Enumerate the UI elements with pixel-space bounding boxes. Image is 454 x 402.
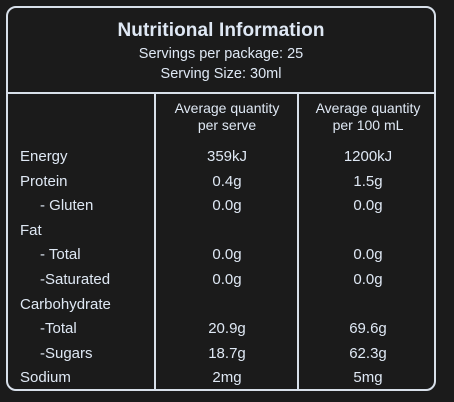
- table-row: - Total 0.0g 0.0g: [8, 243, 434, 268]
- per-serve-value: 20.9g: [208, 320, 246, 338]
- nutrient-label: -Saturated: [40, 270, 111, 288]
- panel-title: Nutritional Information: [117, 20, 325, 41]
- column-divider: [297, 94, 299, 389]
- per-100ml-value: 62.3g: [349, 344, 387, 362]
- nutrition-table: Average quantity per serve Average quant…: [8, 94, 434, 389]
- per-serve-value: 0.4g: [212, 172, 242, 190]
- per-100ml-value: 5mg: [353, 369, 383, 387]
- per-serve-value: 0.0g: [212, 246, 242, 264]
- nutrient-label: Energy: [20, 148, 68, 165]
- nutrition-panel: Nutritional Information Servings per pac…: [6, 6, 436, 391]
- column-header-line: per serve: [197, 117, 257, 133]
- per-100ml-value: 1.5g: [353, 172, 383, 190]
- per-serve-value: 0.0g: [212, 197, 242, 215]
- nutrient-label: Carbohydrate: [20, 295, 111, 313]
- nutrient-label: -Total: [40, 320, 77, 338]
- nutrient-rows: Energy 359kJ 1200kJ Protein 0.4g 1.5g - …: [8, 145, 434, 389]
- nutrient-label: Fat: [20, 221, 42, 239]
- panel-header: Nutritional Information Servings per pac…: [8, 8, 434, 94]
- table-row: -Saturated 0.0g 0.0g: [8, 268, 434, 293]
- per-serve-value: 2mg: [212, 369, 242, 387]
- column-header-line: per 100 mL: [332, 117, 404, 133]
- table-row: Sodium 2mg 5mg: [8, 366, 434, 389]
- per-serve-value: 0.0g: [212, 270, 242, 288]
- table-row: -Total 20.9g 69.6g: [8, 317, 434, 342]
- nutrient-label: - Gluten: [40, 197, 94, 215]
- table-row: -Sugars 18.7g 62.3g: [8, 342, 434, 367]
- table-row: Energy 359kJ 1200kJ: [8, 145, 434, 170]
- per-100ml-value: 0.0g: [353, 197, 383, 215]
- table-row: Carbohydrate: [8, 293, 434, 318]
- column-header-line: Average quantity: [174, 100, 280, 116]
- serving-size: Serving Size: 30ml: [160, 66, 282, 82]
- column-header-line: Average quantity: [315, 100, 421, 116]
- column-divider: [154, 94, 156, 389]
- per-serve-value: 18.7g: [208, 344, 246, 362]
- table-row: Protein 0.4g 1.5g: [8, 170, 434, 195]
- nutrient-label: - Total: [40, 246, 81, 264]
- per-serve-value: 359kJ: [206, 148, 248, 165]
- column-header-per-serve: Average quantity per serve: [158, 100, 296, 134]
- nutrient-label: Protein: [20, 172, 68, 190]
- table-row: Fat: [8, 219, 434, 244]
- per-100ml-value: 0.0g: [353, 270, 383, 288]
- table-row: - Gluten 0.0g 0.0g: [8, 194, 434, 219]
- per-100ml-value: 1200kJ: [343, 148, 393, 165]
- column-header-per-100ml: Average quantity per 100 mL: [300, 100, 434, 134]
- per-100ml-value: 69.6g: [349, 320, 387, 338]
- nutrient-label: -Sugars: [40, 344, 93, 362]
- nutrient-label: Sodium: [20, 369, 71, 387]
- per-100ml-value: 0.0g: [353, 246, 383, 264]
- servings-per-package: Servings per package: 25: [138, 46, 304, 62]
